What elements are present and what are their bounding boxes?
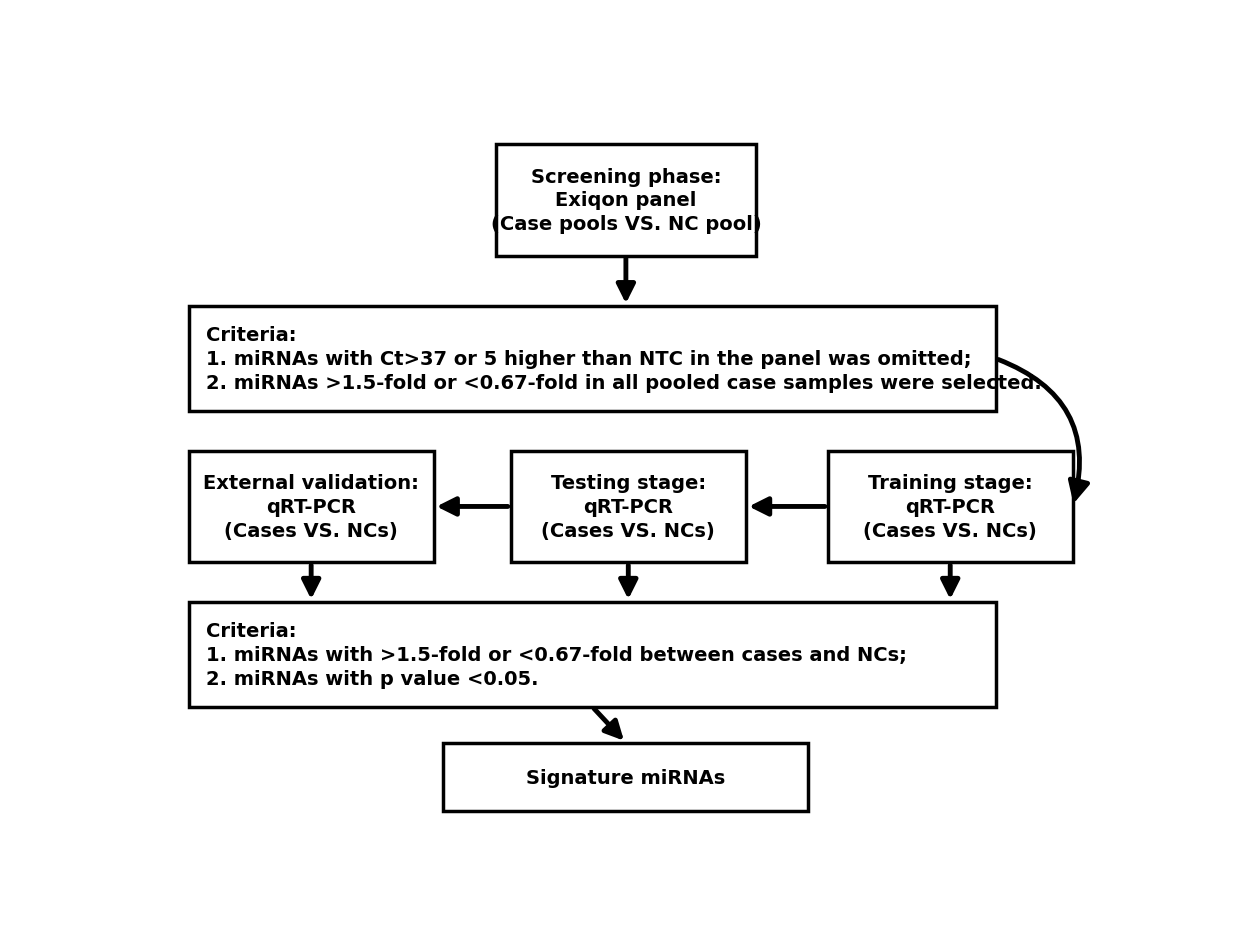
Text: Training stage:: Training stage: (868, 474, 1033, 492)
Text: External validation:: External validation: (203, 474, 419, 492)
Text: (Cases VS. NCs): (Cases VS. NCs) (863, 521, 1037, 540)
Text: qRT-PCR: qRT-PCR (583, 497, 673, 517)
Text: 2. miRNAs with p value <0.05.: 2. miRNAs with p value <0.05. (206, 669, 538, 688)
Text: (Cases VS. NCs): (Cases VS. NCs) (224, 521, 398, 540)
FancyArrowPatch shape (998, 360, 1087, 499)
Text: Criteria:: Criteria: (206, 622, 296, 640)
FancyBboxPatch shape (496, 145, 755, 256)
Text: 1. miRNAs with >1.5-fold or <0.67-fold between cases and NCs;: 1. miRNAs with >1.5-fold or <0.67-fold b… (206, 645, 906, 665)
Text: Criteria:: Criteria: (206, 326, 296, 344)
FancyBboxPatch shape (511, 451, 746, 563)
Text: Signature miRNAs: Signature miRNAs (526, 768, 725, 786)
Text: qRT-PCR: qRT-PCR (905, 497, 996, 517)
Text: qRT-PCR: qRT-PCR (267, 497, 356, 517)
Text: Exiqon panel: Exiqon panel (556, 191, 697, 210)
Text: Testing stage:: Testing stage: (551, 474, 706, 492)
FancyBboxPatch shape (444, 743, 808, 812)
FancyBboxPatch shape (188, 451, 434, 563)
Text: (Cases VS. NCs): (Cases VS. NCs) (542, 521, 715, 540)
Text: Screening phase:: Screening phase: (531, 168, 722, 186)
Text: (Case pools VS. NC pool): (Case pools VS. NC pool) (491, 215, 761, 234)
Text: 2. miRNAs >1.5-fold or <0.67-fold in all pooled case samples were selected.: 2. miRNAs >1.5-fold or <0.67-fold in all… (206, 373, 1042, 392)
FancyBboxPatch shape (188, 603, 996, 707)
Text: 1. miRNAs with Ct>37 or 5 higher than NTC in the panel was omitted;: 1. miRNAs with Ct>37 or 5 higher than NT… (206, 350, 971, 369)
FancyBboxPatch shape (188, 307, 996, 412)
FancyBboxPatch shape (828, 451, 1073, 563)
